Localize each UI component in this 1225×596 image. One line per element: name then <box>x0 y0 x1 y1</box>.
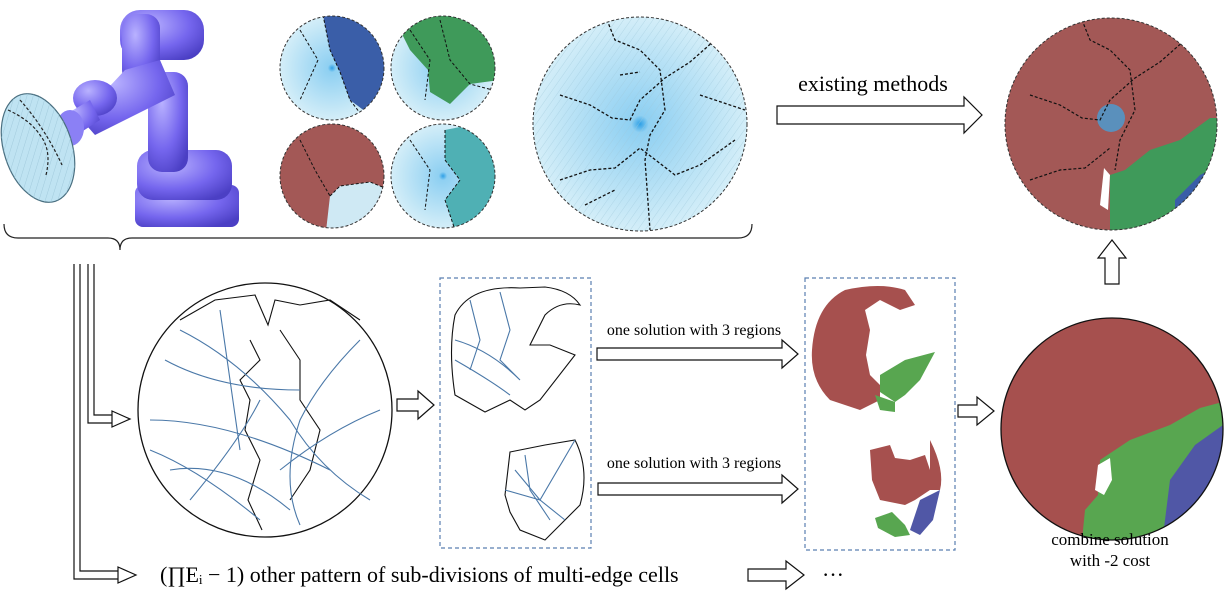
solutions-box <box>804 277 956 551</box>
solution-bottom-arrow <box>597 473 799 505</box>
small-mesh-red <box>279 123 385 229</box>
left-flow-lines <box>73 264 138 584</box>
pattern-2 <box>504 439 585 541</box>
existing-methods-arrow <box>776 95 983 135</box>
other-patterns-label: (∏Eᵢ − 1) other pattern of sub-divisions… <box>160 562 679 587</box>
existing-methods-label: existing methods <box>798 71 948 96</box>
small-mesh-blue <box>279 15 385 121</box>
pattern-1 <box>450 286 582 413</box>
combine-label-line2: with -2 cost <box>1070 551 1151 570</box>
combined-solution-circle <box>1000 317 1224 541</box>
mesh-dish <box>0 93 76 203</box>
solution-top-label: one solution with 3 regions <box>607 322 781 339</box>
candidate-patterns-box <box>439 277 592 549</box>
ellipsis-label: ··· <box>822 562 844 587</box>
small-mesh-teal <box>390 123 496 229</box>
other-patterns-arrow <box>747 559 805 591</box>
combine-label-line1: combine solution <box>1051 530 1169 549</box>
subdivision-circle <box>137 282 393 538</box>
arrow-to-combined <box>957 395 995 427</box>
robot-arm-illustration <box>56 10 239 227</box>
top-brace <box>3 223 753 251</box>
small-mesh-green <box>390 15 496 121</box>
solution-top <box>811 286 935 412</box>
up-arrow <box>1096 239 1128 285</box>
solution-top-arrow <box>596 338 799 370</box>
existing-methods-result-mesh <box>1004 17 1218 231</box>
big-mesh <box>532 16 748 232</box>
solution-bottom-label: one solution with 3 regions <box>607 455 781 472</box>
arrow-to-candidates <box>396 389 435 421</box>
solution-bottom <box>870 440 942 537</box>
